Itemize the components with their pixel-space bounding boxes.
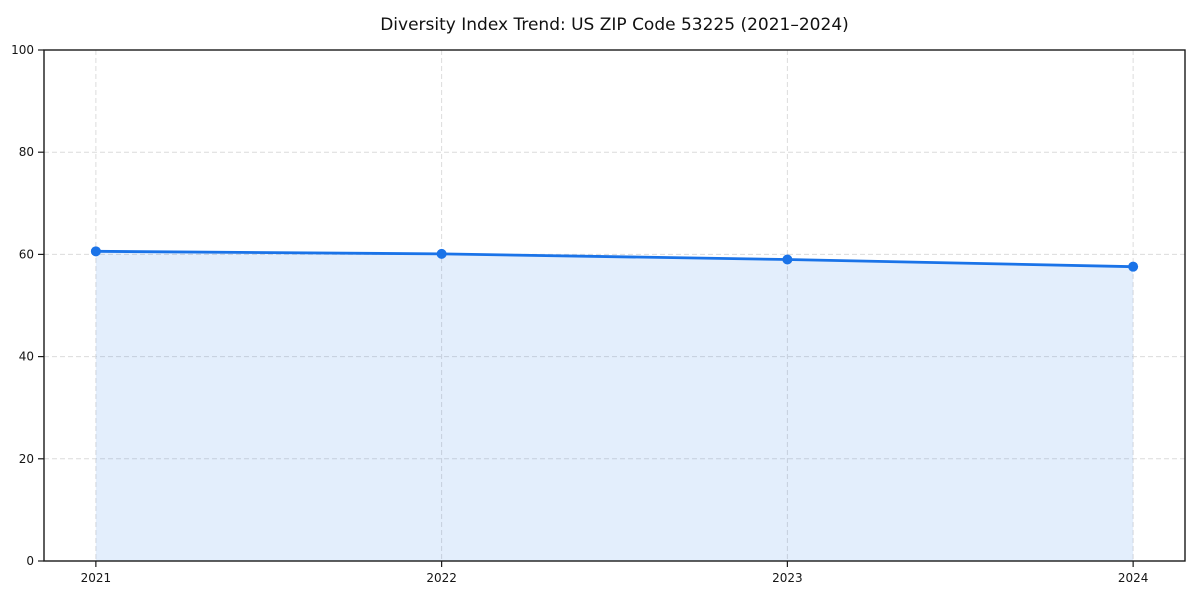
gridline-layer bbox=[44, 50, 1185, 561]
x-tick-label: 2024 bbox=[1118, 571, 1149, 585]
tick-label-layer: 0 20 40 60 80 100 2021 2022 2023 2024 bbox=[11, 43, 1148, 585]
trend-line bbox=[94, 249, 1135, 269]
data-point-2022 bbox=[436, 248, 447, 259]
x-tick-label: 2022 bbox=[426, 571, 457, 585]
plot-border bbox=[43, 49, 1186, 562]
data-point-2023 bbox=[782, 254, 793, 265]
data-point-layer bbox=[90, 246, 1139, 272]
y-tick-label: 20 bbox=[19, 452, 34, 466]
x-tick-label: 2021 bbox=[81, 571, 112, 585]
trend-line-layer bbox=[94, 249, 1135, 269]
y-tick-label: 80 bbox=[19, 145, 34, 159]
y-tick-label: 60 bbox=[19, 247, 34, 261]
data-point-2024 bbox=[1128, 261, 1139, 272]
y-tick-label: 40 bbox=[19, 350, 34, 364]
data-point-2021 bbox=[90, 246, 101, 257]
x-tick-label: 2023 bbox=[772, 571, 803, 585]
area-fill-layer bbox=[95, 251, 1134, 562]
y-tick-label: 100 bbox=[11, 43, 34, 57]
axis-layer bbox=[38, 49, 1186, 567]
chart-title: Diversity Index Trend: US ZIP Code 53225… bbox=[380, 15, 849, 35]
area-fill bbox=[95, 251, 1134, 562]
y-tick-label: 0 bbox=[26, 554, 34, 568]
